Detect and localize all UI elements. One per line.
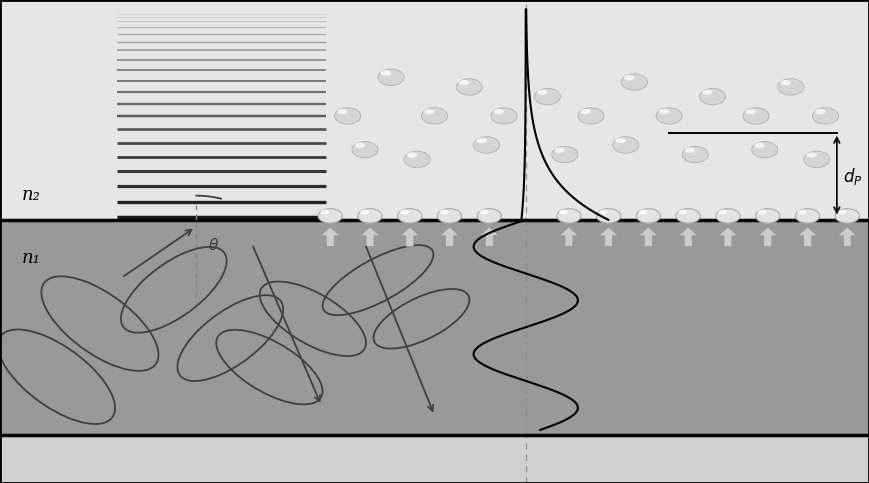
Ellipse shape bbox=[656, 108, 682, 124]
Ellipse shape bbox=[480, 210, 488, 214]
FancyArrow shape bbox=[639, 227, 658, 246]
Ellipse shape bbox=[318, 209, 342, 223]
Ellipse shape bbox=[440, 210, 448, 214]
Ellipse shape bbox=[780, 80, 791, 85]
Ellipse shape bbox=[407, 152, 417, 157]
Bar bbox=[0, 220, 869, 435]
Ellipse shape bbox=[580, 109, 591, 114]
Ellipse shape bbox=[358, 209, 382, 223]
Ellipse shape bbox=[636, 209, 660, 223]
Ellipse shape bbox=[424, 109, 434, 114]
FancyArrow shape bbox=[480, 227, 499, 246]
Ellipse shape bbox=[639, 210, 647, 214]
Ellipse shape bbox=[560, 210, 568, 214]
Ellipse shape bbox=[615, 138, 626, 143]
Ellipse shape bbox=[421, 108, 448, 124]
Ellipse shape bbox=[491, 108, 517, 124]
Ellipse shape bbox=[596, 209, 620, 223]
Ellipse shape bbox=[813, 108, 839, 124]
Ellipse shape bbox=[624, 75, 634, 80]
Ellipse shape bbox=[621, 74, 647, 90]
Ellipse shape bbox=[474, 137, 500, 153]
Ellipse shape bbox=[494, 109, 504, 114]
Ellipse shape bbox=[676, 209, 700, 223]
Ellipse shape bbox=[682, 146, 708, 163]
Ellipse shape bbox=[459, 80, 469, 85]
Ellipse shape bbox=[477, 209, 501, 223]
Text: n₁: n₁ bbox=[22, 249, 41, 267]
Ellipse shape bbox=[335, 108, 361, 124]
Ellipse shape bbox=[534, 88, 561, 105]
Ellipse shape bbox=[437, 209, 461, 223]
Ellipse shape bbox=[755, 209, 779, 223]
Ellipse shape bbox=[337, 109, 348, 114]
FancyArrow shape bbox=[758, 227, 777, 246]
Text: $d_P$: $d_P$ bbox=[843, 166, 862, 187]
Ellipse shape bbox=[456, 79, 482, 95]
Ellipse shape bbox=[804, 151, 830, 168]
FancyArrow shape bbox=[560, 227, 579, 246]
Ellipse shape bbox=[679, 210, 687, 214]
FancyArrow shape bbox=[321, 227, 340, 246]
Ellipse shape bbox=[746, 109, 756, 114]
Ellipse shape bbox=[752, 142, 778, 158]
Ellipse shape bbox=[838, 210, 846, 214]
Text: $\theta$: $\theta$ bbox=[208, 237, 219, 253]
FancyArrow shape bbox=[599, 227, 618, 246]
Ellipse shape bbox=[352, 142, 378, 158]
Ellipse shape bbox=[719, 210, 727, 214]
FancyArrow shape bbox=[798, 227, 817, 246]
FancyArrow shape bbox=[719, 227, 738, 246]
Ellipse shape bbox=[835, 209, 859, 223]
Ellipse shape bbox=[778, 79, 804, 95]
Ellipse shape bbox=[613, 137, 639, 153]
FancyArrow shape bbox=[440, 227, 459, 246]
Ellipse shape bbox=[355, 143, 365, 148]
Ellipse shape bbox=[578, 108, 604, 124]
Ellipse shape bbox=[321, 210, 329, 214]
Text: n₂: n₂ bbox=[22, 186, 41, 204]
Ellipse shape bbox=[795, 209, 819, 223]
Bar bbox=[0, 0, 869, 220]
Ellipse shape bbox=[537, 89, 547, 95]
Ellipse shape bbox=[743, 108, 769, 124]
Ellipse shape bbox=[599, 210, 607, 214]
Ellipse shape bbox=[361, 210, 369, 214]
Ellipse shape bbox=[702, 89, 713, 95]
Ellipse shape bbox=[659, 109, 669, 114]
FancyArrow shape bbox=[679, 227, 698, 246]
Bar bbox=[0, 435, 869, 483]
Ellipse shape bbox=[381, 70, 391, 75]
Ellipse shape bbox=[815, 109, 826, 114]
FancyArrow shape bbox=[838, 227, 857, 246]
Ellipse shape bbox=[552, 146, 578, 163]
Ellipse shape bbox=[806, 152, 817, 157]
Ellipse shape bbox=[700, 88, 726, 105]
Ellipse shape bbox=[398, 209, 422, 223]
Ellipse shape bbox=[557, 209, 581, 223]
Ellipse shape bbox=[476, 138, 487, 143]
Ellipse shape bbox=[378, 69, 404, 85]
Ellipse shape bbox=[554, 147, 565, 153]
FancyArrow shape bbox=[401, 227, 420, 246]
Ellipse shape bbox=[404, 151, 430, 168]
Ellipse shape bbox=[758, 210, 766, 214]
Ellipse shape bbox=[685, 147, 695, 153]
FancyArrow shape bbox=[361, 227, 380, 246]
Ellipse shape bbox=[716, 209, 740, 223]
Ellipse shape bbox=[798, 210, 806, 214]
Ellipse shape bbox=[754, 143, 765, 148]
Ellipse shape bbox=[401, 210, 409, 214]
